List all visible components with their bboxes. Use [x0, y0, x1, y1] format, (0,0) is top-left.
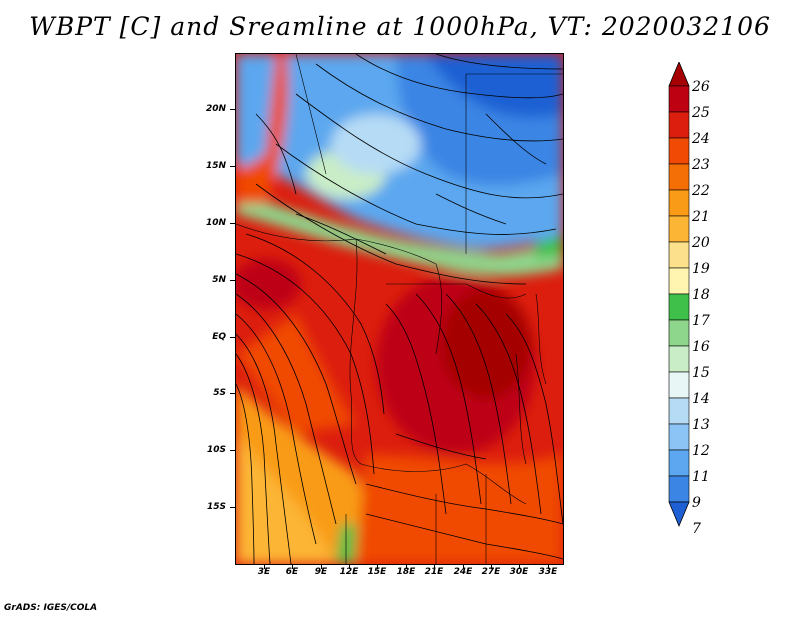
lon-tick — [349, 564, 350, 569]
colorbar-arrow-bottom — [668, 501, 690, 528]
lat-label: 15N — [205, 161, 226, 171]
lat-label: 10N — [205, 218, 226, 228]
lat-label: 5S — [213, 388, 226, 398]
colorbar-swatches — [668, 60, 690, 528]
colorbar-swatch — [668, 163, 690, 191]
lon-tick — [321, 564, 322, 569]
colorbar-label: 11 — [692, 469, 710, 485]
lon-tick — [377, 564, 378, 569]
lon-tick — [463, 564, 464, 569]
lat-tick — [230, 280, 235, 281]
colorbar-swatch — [668, 137, 690, 165]
colorbar — [668, 60, 690, 562]
lon-label: 15E — [367, 567, 387, 577]
colorbar-swatch — [668, 111, 690, 139]
colorbar-swatch — [668, 293, 690, 321]
lon-label: 21E — [424, 567, 444, 577]
colorbar-swatch — [668, 449, 690, 477]
colorbar-swatch — [668, 371, 690, 399]
colorbar-label: 12 — [692, 443, 710, 459]
colorbar-label: 7 — [692, 521, 701, 537]
lat-tick — [230, 166, 235, 167]
colorbar-label: 14 — [692, 391, 710, 407]
lon-label: 24E — [453, 567, 473, 577]
colorbar-label: 13 — [692, 417, 710, 433]
colorbar-swatch — [668, 241, 690, 269]
colorbar-label: 22 — [692, 183, 710, 199]
lon-label: 9E — [314, 567, 328, 577]
temperature-shading — [236, 54, 563, 564]
colorbar-swatch — [668, 319, 690, 347]
colorbar-swatch — [668, 475, 690, 503]
lat-label: 20N — [205, 104, 226, 114]
lon-label: 18E — [396, 567, 416, 577]
colorbar-label: 25 — [692, 105, 710, 121]
lon-label: 6E — [285, 567, 299, 577]
lon-tick — [406, 564, 407, 569]
country-borders — [236, 54, 563, 564]
lon-label: 30E — [509, 567, 529, 577]
lat-label: 5N — [212, 275, 226, 285]
colorbar-swatch — [668, 189, 690, 217]
colorbar-label: 9 — [692, 495, 701, 511]
lat-label: 15S — [206, 502, 226, 512]
credit-text: GrADS: IGES/COLA — [4, 603, 98, 613]
lon-label: 33E — [538, 567, 558, 577]
lon-tick — [548, 564, 549, 569]
lat-tick — [230, 393, 235, 394]
colorbar-arrow-top — [668, 60, 690, 87]
lat-tick — [230, 337, 235, 338]
lon-label: 27E — [481, 567, 501, 577]
map-panel — [235, 53, 564, 565]
lat-tick — [230, 450, 235, 451]
lon-label: 3E — [257, 567, 271, 577]
colorbar-label: 17 — [692, 313, 710, 329]
colorbar-swatch — [668, 85, 690, 113]
lat-label: EQ — [212, 332, 226, 342]
lon-label: 12E — [339, 567, 359, 577]
lat-tick — [230, 109, 235, 110]
colorbar-label: 15 — [692, 365, 710, 381]
colorbar-label: 21 — [692, 209, 710, 225]
lon-tick — [264, 564, 265, 569]
colorbar-label: 26 — [692, 79, 710, 95]
wbpt-field-map — [236, 54, 563, 564]
lat-tick — [230, 223, 235, 224]
colorbar-label: 23 — [692, 157, 710, 173]
colorbar-swatch — [668, 345, 690, 373]
chart-title: WBPT [C] and Sreamline at 1000hPa, VT: 2… — [29, 12, 771, 41]
colorbar-swatch — [668, 423, 690, 451]
colorbar-label: 16 — [692, 339, 710, 355]
colorbar-label: 18 — [692, 287, 710, 303]
colorbar-label: 24 — [692, 131, 710, 147]
colorbar-swatch — [668, 267, 690, 295]
streamlines — [236, 54, 563, 564]
colorbar-label: 20 — [692, 235, 710, 251]
lon-tick — [292, 564, 293, 569]
lon-tick — [491, 564, 492, 569]
colorbar-swatch — [668, 215, 690, 243]
lon-tick — [519, 564, 520, 569]
colorbar-swatch — [668, 397, 690, 425]
colorbar-label: 19 — [692, 261, 710, 277]
lat-label: 10S — [206, 445, 226, 455]
lat-tick — [230, 507, 235, 508]
lon-tick — [434, 564, 435, 569]
